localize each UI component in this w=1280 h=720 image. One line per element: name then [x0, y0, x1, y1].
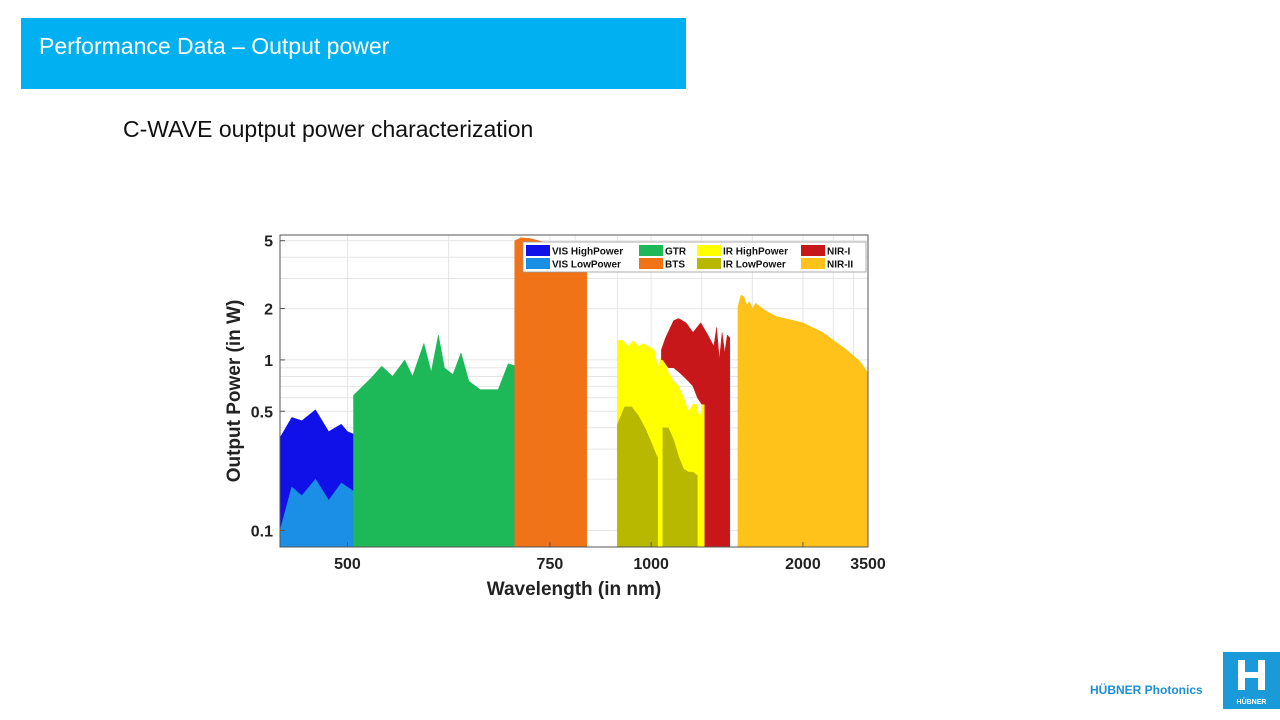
- legend-swatch: [526, 258, 550, 269]
- slide-title: Performance Data – Output power: [39, 33, 390, 59]
- legend-swatch: [801, 245, 825, 256]
- legend-swatch: [801, 258, 825, 269]
- brand-name: HÜBNER Photonics: [1090, 683, 1203, 697]
- legend-swatch: [639, 258, 663, 269]
- series-bts: [514, 237, 587, 548]
- x-tick-label: 750: [537, 556, 564, 573]
- legend-swatch: [697, 245, 721, 256]
- x-tick-label: 2000: [785, 556, 821, 573]
- title-bar: Performance Data – Output power: [21, 18, 686, 89]
- legend-swatch: [526, 245, 550, 256]
- legend-label: NIR-I: [827, 247, 851, 258]
- legend-label: GTR: [665, 247, 687, 258]
- brand-logo: HÜBNER: [1223, 652, 1280, 709]
- y-axis-label: Output Power (in W): [224, 300, 245, 483]
- x-tick-label: 3500: [850, 556, 886, 573]
- y-tick-label: 5: [264, 234, 273, 251]
- legend-label: IR HighPower: [723, 247, 788, 258]
- output-power-chart: 500 750 1000 2000 3500 0.1 0.5 1 2 5 Wavelength (…: [224, 234, 886, 600]
- series-nir-i: [661, 318, 731, 548]
- x-tick-label: 1000: [633, 556, 669, 573]
- y-tick-label: 2: [264, 302, 273, 319]
- legend: VIS HighPower GTR IR HighPower NIR-I VIS Low…: [522, 241, 867, 273]
- x-axis-label: Wavelength (in nm): [487, 579, 662, 600]
- plot-frame: [279, 234, 869, 548]
- legend-label: IR LowPower: [723, 260, 786, 271]
- legend-label: BTS: [665, 260, 685, 271]
- legend-swatch: [639, 245, 663, 256]
- legend-swatch: [697, 258, 721, 269]
- y-tick-label: 1: [264, 353, 273, 370]
- legend-label: NIR-II: [827, 260, 853, 271]
- slide-subtitle: C-WAVE ouptput power characterization: [123, 116, 534, 142]
- brand-logo-text: HÜBNER: [1237, 697, 1267, 706]
- y-tick-label: 0.1: [251, 523, 273, 540]
- x-tick-label: 500: [334, 556, 361, 573]
- y-tick-label: 0.5: [251, 404, 273, 421]
- legend-label: VIS HighPower: [552, 247, 623, 258]
- legend-label: VIS LowPower: [552, 260, 621, 271]
